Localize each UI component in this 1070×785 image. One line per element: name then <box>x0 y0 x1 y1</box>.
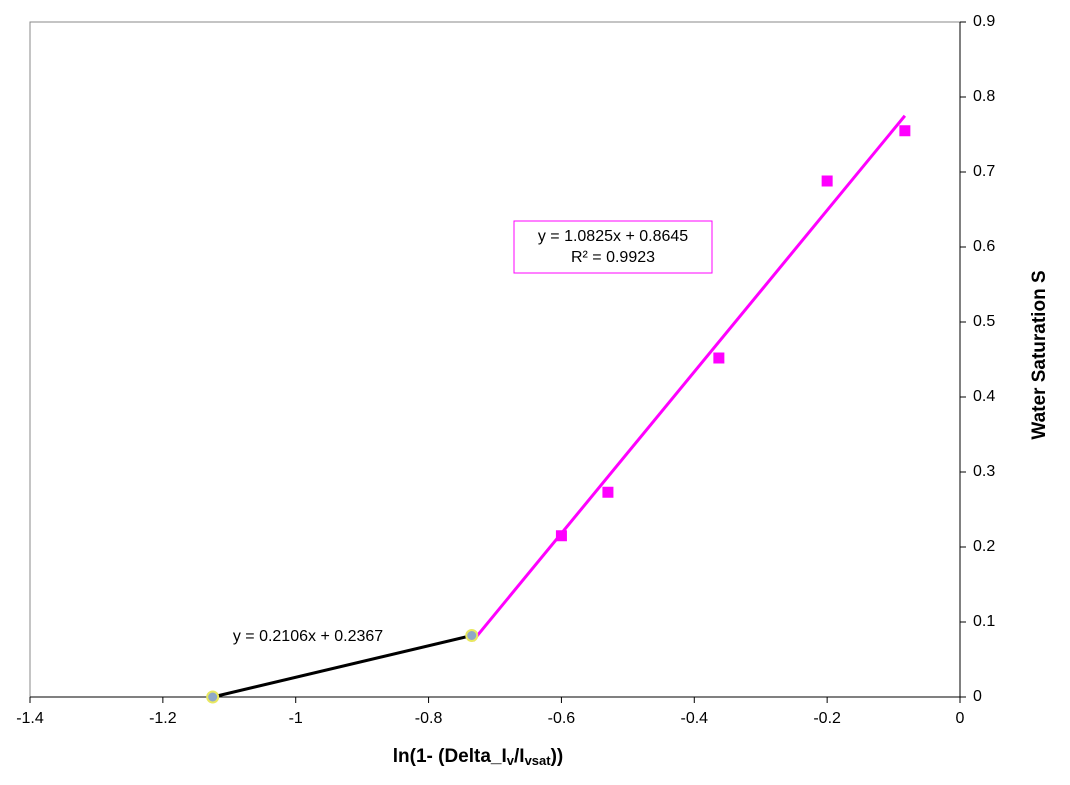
y-axis-label: Water Saturation S <box>1029 270 1050 439</box>
x-tick-label: -1.2 <box>149 710 177 727</box>
point <box>602 486 614 498</box>
annotation: y = 0.2106x + 0.2367 <box>233 628 383 645</box>
y-tick-label: 0.2 <box>973 538 995 555</box>
y-tick-label: 0.9 <box>973 13 995 30</box>
x-tick-label: -0.6 <box>548 710 576 727</box>
trendline <box>471 114 907 642</box>
x-tick-label: -1 <box>289 710 303 727</box>
x-label-sub: v <box>507 753 515 768</box>
y-tick-label: 0.4 <box>973 388 995 405</box>
plot-area <box>29 21 961 698</box>
x-tick-label: 0 <box>956 710 965 727</box>
y-tick-label: 0.3 <box>973 463 995 480</box>
y-tick-label: 0.5 <box>973 313 995 330</box>
x-tick-label: -0.8 <box>415 710 443 727</box>
x-tick-label: -0.4 <box>680 710 708 727</box>
y-tick-label: 0.8 <box>973 88 995 105</box>
point <box>465 629 479 642</box>
x-tick-label: -0.2 <box>813 710 841 727</box>
point <box>713 352 725 364</box>
y-tick-label: 0.6 <box>973 238 995 255</box>
x-tick-label: -1.4 <box>16 710 44 727</box>
annotation: R² = 0.9923 <box>571 249 655 266</box>
annotation: y = 1.0825x + 0.8645 <box>538 228 688 245</box>
y-tick-label: 0.1 <box>973 613 995 630</box>
point <box>206 690 220 704</box>
annotation-box <box>513 220 713 274</box>
y-tick-label: 0 <box>973 688 982 705</box>
trendline <box>212 634 473 699</box>
x-label-part: )) <box>551 746 564 767</box>
point <box>555 530 567 542</box>
point <box>821 175 833 187</box>
x-label-sub: vsat <box>525 753 552 768</box>
point <box>899 125 911 137</box>
y-tick-label: 0.7 <box>973 163 995 180</box>
x-label-part: /I <box>514 746 525 767</box>
x-axis-label: ln(1- (Delta_Iv/Ivsat)) <box>393 746 564 768</box>
x-label-part: ln(1- (Delta_I <box>393 746 507 767</box>
